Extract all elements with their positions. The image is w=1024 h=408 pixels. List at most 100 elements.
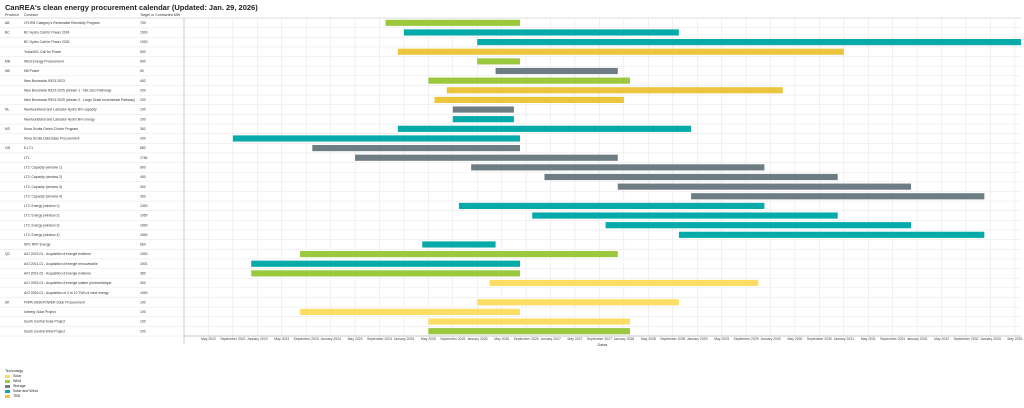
mw-label: 100 [140, 300, 146, 304]
mw-label: 200 [140, 88, 146, 92]
gantt-bar [428, 77, 630, 84]
gantt-bar [397, 125, 692, 132]
province-label: QC [5, 252, 11, 256]
x-tick-label: September 2027 [587, 337, 612, 341]
province-label: ON [5, 146, 11, 150]
gantt-bar [300, 251, 618, 258]
contract-label: LT2: Energy (window 1) [24, 204, 60, 208]
x-tick-label: January 2032 [907, 337, 928, 341]
mw-label: 664 [140, 243, 146, 247]
x-tick-label: January 2024 [320, 337, 341, 341]
legend-item: Solar and Wind [5, 389, 38, 394]
contract-label: South Central Wind Project [24, 329, 65, 333]
x-tick-label: May 2023 [274, 337, 289, 341]
legend-label: Storage [13, 384, 26, 388]
contract-label: BC Hydro Call for Power 2024 [24, 31, 70, 35]
mw-label: 200 [140, 137, 146, 141]
column-header: Province [5, 13, 19, 17]
mw-label: 1501 [140, 262, 148, 266]
mw-label: 350 [140, 272, 146, 276]
legend-swatch [5, 375, 10, 378]
legend-item: TBD [5, 394, 38, 399]
mw-label: 300 [140, 194, 146, 198]
contract-label: LT2: Capacity (window 1) [24, 166, 62, 170]
gantt-bar [495, 67, 618, 75]
mw-label: 500 [140, 50, 146, 54]
province-label: AB [5, 21, 10, 25]
gantt-bar [251, 260, 521, 267]
gantt-bar [617, 183, 912, 190]
x-tick-label: January 2025 [394, 337, 415, 341]
contract-label: A/O 2023-01 - Acquisition d'énergie éoli… [24, 252, 91, 256]
x-tick-label: May 2032 [934, 337, 949, 341]
legend-item: Wind [5, 379, 38, 384]
contract-label: NFC RFP Energy [24, 243, 51, 247]
legend-swatch [5, 395, 10, 398]
chart-title: CanREA's clean energy procurement calend… [5, 3, 258, 12]
legend-item: Storage [5, 384, 38, 389]
gantt-bar [403, 29, 679, 36]
mw-label: 600 [140, 166, 146, 170]
gantt-bar [428, 328, 630, 335]
x-axis-label: Dates [598, 343, 608, 347]
x-tick-label: September 2022 [220, 337, 245, 341]
x-tick-label: May 2025 [421, 337, 436, 341]
mw-label: 1500 [140, 252, 148, 256]
mw-label: 100 [140, 320, 146, 324]
x-tick-label: September 2023 [294, 337, 319, 341]
mw-label: 882 [140, 146, 146, 150]
mw-label: 100 [140, 108, 146, 112]
mw-label: 100 [140, 310, 146, 314]
legend-label: Wind [13, 379, 22, 383]
x-tick-label: January 2030 [760, 337, 781, 341]
gantt-bar [477, 299, 679, 306]
province-label: NL [5, 108, 9, 112]
contract-label: Nova Scotia Data Base Procurement [24, 137, 79, 141]
mw-label: 200 [140, 329, 146, 333]
gantt-bar [605, 222, 912, 229]
contract-label: Iceberg Solar Project [24, 310, 56, 314]
x-tick-label: May 2024 [348, 337, 363, 341]
x-tick-label: January 2023 [247, 337, 268, 341]
x-tick-label: May 2027 [568, 337, 583, 341]
contract-label: A/O 2025-01 - Acquisition d'énergie sola… [24, 281, 111, 285]
gantt-bar [428, 318, 630, 325]
contract-label: LT2: Capacity (window 2) [24, 175, 62, 179]
gantt-bar [691, 193, 985, 200]
mw-label: 300 [140, 185, 146, 189]
contract-label: E-LT1 [24, 146, 33, 150]
x-tick-label: January 2031 [834, 337, 855, 341]
gantt-bar [452, 116, 514, 123]
gantt-bar [312, 145, 521, 152]
legend-label: TBD [13, 394, 21, 398]
x-tick-label: May 2031 [861, 337, 876, 341]
contract-label: Yukon/BC Call for Power [24, 50, 62, 54]
gantt-bar [232, 135, 521, 142]
legend: Technology Solar Wind Storage Solar and Win… [5, 369, 38, 399]
contract-label: LT2: Energy (window 2) [24, 214, 60, 218]
x-tick-label: September 2026 [514, 337, 539, 341]
legend-label: Solar [13, 374, 22, 378]
x-tick-label: September 2032 [953, 337, 978, 341]
x-tick-label: May 2033 [1007, 337, 1022, 341]
mw-label: 1000 [140, 40, 148, 44]
gantt-bar [452, 106, 514, 113]
x-tick-label: May 2026 [494, 337, 509, 341]
contract-label: A/O 2021-02 - Acquisition d'énergie éoli… [24, 272, 91, 276]
mw-label: 300 [140, 281, 146, 285]
mw-label: 1050 [140, 214, 148, 218]
contract-label: Newfoundland and Labrador Hydro firm cap… [24, 108, 97, 112]
contract-label: LT2: Capacity (window 3) [24, 185, 62, 189]
mw-label: 1300 [140, 204, 148, 208]
gantt-bar [397, 48, 844, 55]
gantt-bar [434, 96, 624, 103]
mw-label: 1600 [140, 223, 148, 227]
contract-label: LT2: Energy (window 4) [24, 233, 60, 237]
gantt-bar [300, 308, 521, 315]
legend-swatch [5, 385, 10, 388]
column-header: Target or Contracted MW [140, 13, 181, 17]
contract-label: New Brunswick REOI 2025 (stream 2 - Larg… [24, 98, 135, 102]
province-label: SK [5, 300, 10, 304]
x-tick-label: May 2028 [641, 337, 656, 341]
